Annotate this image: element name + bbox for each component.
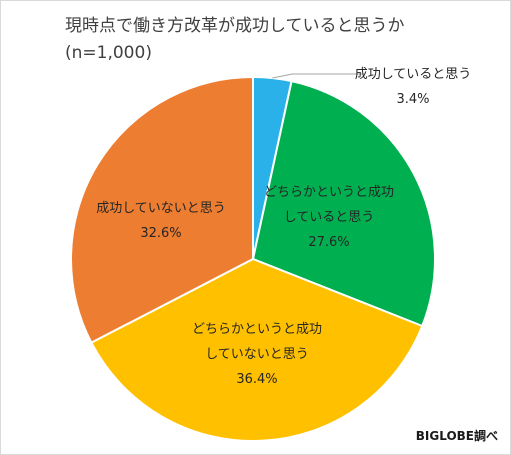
- slice-category-label: どちらかというと成功: [264, 185, 394, 200]
- slice-category-label: していると思う: [284, 210, 375, 225]
- label-leader-line: [272, 73, 363, 79]
- slice-category-label: どちらかというと成功: [192, 322, 322, 337]
- pie-slice: [252, 80, 436, 327]
- slice-category-label: 成功していないと思う: [96, 201, 226, 216]
- slice-value-label: 36.4%: [236, 372, 277, 387]
- chart-title-text: 現時点で働き方改革が成功していると思うか: [65, 16, 405, 36]
- slice-value-label: 32.6%: [140, 226, 181, 241]
- chart-subtitle: (n=1,000): [65, 43, 152, 63]
- slice-category-label: していないと思う: [205, 347, 309, 362]
- slice-value-label: 3.4%: [396, 92, 429, 107]
- slice-category-label: 成功していると思う: [355, 67, 472, 82]
- pie-slice: [70, 76, 254, 344]
- slice-value-label: 27.6%: [308, 235, 349, 250]
- pie-slice: [90, 258, 424, 442]
- source-credit: BIGLOBE調べ: [415, 429, 498, 443]
- chart-title: 現時点で働き方改革が成功していると思うか (n=1,000): [65, 13, 405, 67]
